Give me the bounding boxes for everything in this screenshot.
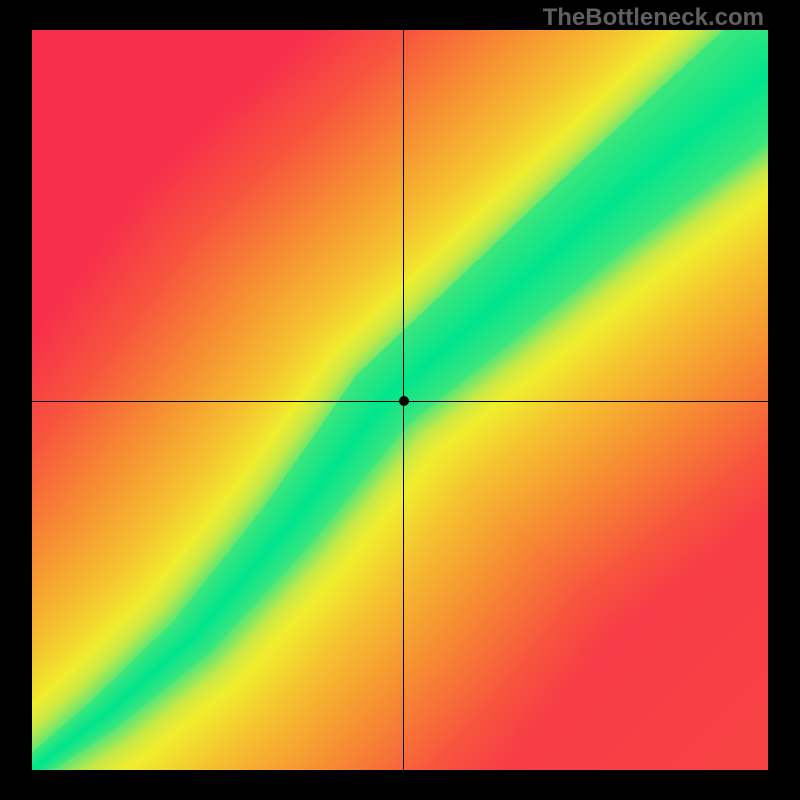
plot-area xyxy=(32,30,768,770)
watermark-text: TheBottleneck.com xyxy=(543,4,764,32)
